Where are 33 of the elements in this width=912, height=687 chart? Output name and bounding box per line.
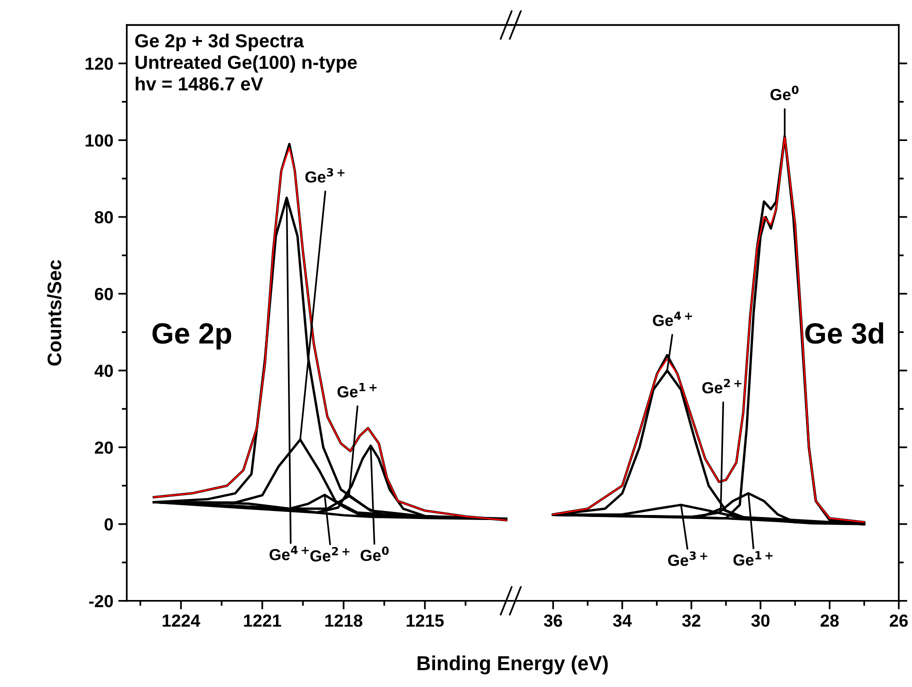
- annotation: Ge$^{0}$: [770, 86, 799, 100]
- annotation: Ge$^{1+}$: [338, 383, 377, 398]
- y-tick-label: 60: [94, 288, 113, 300]
- y-tick-label: -20: [89, 595, 113, 608]
- annotation: Ge$^{2+}$: [702, 378, 742, 394]
- annotation: Ge$^{1+}$: [733, 551, 773, 566]
- x-tick-label: 1224: [162, 614, 200, 627]
- x-tick-label: 30: [751, 614, 770, 627]
- x-tick-label: 32: [682, 614, 700, 627]
- x-tick-label: 1221: [244, 614, 282, 627]
- text: Ge 2p + 3d Spectra Untreated Ge(100) n-type hv = 1486.7 eV: [135, 34, 357, 91]
- annotation: Ge$^{4+}$: [652, 312, 692, 326]
- y-tick-label: 0: [104, 518, 113, 531]
- y-tick-label: 80: [94, 211, 113, 224]
- y-axis-title: Counts/Sec: [47, 260, 62, 366]
- annotation: Ge$^{2+}$: [310, 546, 350, 562]
- x-tick-label: 26: [890, 614, 908, 627]
- annotation: Ge$^{3+}$: [668, 551, 708, 566]
- annotation: Ge 2p: [152, 323, 232, 350]
- x-tick-label: 1215: [406, 614, 444, 627]
- x-tick-label: 28: [820, 614, 839, 627]
- x-axis-title: Binding Energy (eV): [418, 656, 608, 674]
- y-tick-label: 100: [86, 134, 113, 147]
- annotation: Ge$^{3+}$: [305, 168, 344, 183]
- annotation: Ge 3d: [805, 322, 884, 344]
- x-tick-label: 34: [612, 614, 632, 627]
- y-tick-label: 120: [86, 58, 113, 70]
- annotation: Ge$^{4+}$: [270, 546, 309, 560]
- y-tick-label: 20: [94, 441, 113, 454]
- x-tick-label: 1218: [325, 614, 362, 627]
- x-tick-label: 36: [544, 614, 562, 627]
- y-tick-label: 40: [94, 364, 113, 377]
- annotation: Ge$^{0}$: [360, 546, 389, 562]
